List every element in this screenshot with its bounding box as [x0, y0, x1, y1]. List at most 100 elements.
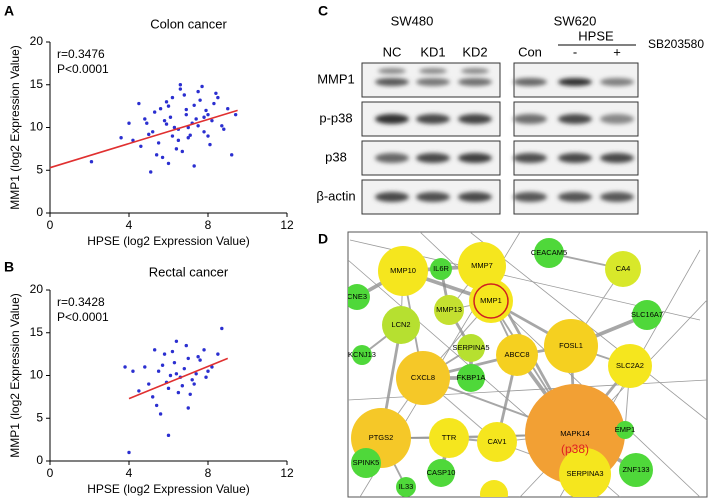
point — [127, 450, 131, 455]
node-label: TTR — [442, 433, 457, 442]
annotation: r=0.3428 — [57, 295, 105, 309]
y-tick-label: 5 — [36, 162, 43, 176]
node — [427, 459, 455, 487]
point — [170, 134, 175, 138]
band — [458, 153, 492, 163]
point — [186, 136, 190, 140]
fit-line — [49, 109, 238, 169]
y-tick-label: 15 — [30, 325, 44, 339]
x-tick-label: 12 — [280, 466, 294, 480]
node — [378, 246, 428, 296]
node — [559, 448, 611, 497]
node-label: SERPINA5 — [452, 343, 489, 352]
row-label: MMP1 — [317, 71, 355, 86]
band — [458, 78, 492, 86]
point — [220, 124, 224, 128]
point — [178, 87, 183, 91]
node-label: SERPINA3 — [566, 469, 603, 478]
point — [123, 365, 127, 369]
x-tick-label: 4 — [126, 218, 133, 232]
band — [416, 192, 450, 202]
point — [162, 352, 167, 356]
point — [160, 363, 165, 367]
node — [348, 284, 370, 310]
node-label: CA4 — [616, 264, 631, 273]
node — [619, 453, 653, 487]
point — [184, 112, 188, 117]
point — [186, 406, 190, 410]
node — [351, 448, 381, 478]
node-label: MMP7 — [471, 261, 493, 270]
node-label: EMP1 — [615, 425, 635, 434]
band — [558, 192, 592, 202]
treatment-label: SB203580 — [648, 37, 704, 51]
point — [156, 369, 161, 373]
band — [558, 78, 592, 86]
point — [131, 369, 135, 373]
point — [206, 134, 210, 138]
x-tick-label: 12 — [280, 218, 294, 232]
y-tick-label: 0 — [36, 205, 43, 219]
node-label: ABCC8 — [504, 350, 529, 359]
band — [416, 78, 450, 86]
point — [170, 349, 175, 354]
point — [151, 395, 155, 399]
point — [166, 433, 171, 438]
lane-label: + — [613, 44, 621, 59]
lane-label: NC — [383, 44, 402, 59]
point — [174, 372, 179, 376]
node-label: CXCL8 — [411, 373, 435, 382]
point — [226, 106, 230, 111]
chart-title: Colon cancer — [150, 16, 227, 31]
band — [513, 114, 547, 124]
point — [131, 138, 135, 143]
x-tick-label: 8 — [205, 466, 212, 480]
node-label: SPINK5 — [353, 458, 380, 467]
point — [208, 142, 212, 147]
annotation: P<0.0001 — [57, 310, 109, 324]
point — [216, 95, 220, 100]
point — [147, 132, 151, 137]
node-label: FOSL1 — [559, 341, 583, 350]
node-label: CAV1 — [487, 437, 506, 446]
node — [632, 300, 662, 330]
node-label: SLC16A7 — [631, 310, 663, 319]
node — [605, 251, 641, 287]
row-label: p-p38 — [319, 110, 352, 125]
point — [212, 101, 216, 106]
point — [216, 352, 220, 356]
annotation: P<0.0001 — [57, 62, 109, 76]
node — [434, 295, 464, 325]
point — [154, 403, 159, 408]
point — [174, 147, 179, 151]
point — [196, 89, 200, 94]
point — [184, 343, 188, 348]
cell-line: SW480 — [391, 13, 434, 28]
point — [200, 84, 204, 89]
node-label: ZNF133 — [622, 465, 649, 474]
point — [206, 112, 210, 117]
point — [233, 112, 238, 117]
point — [180, 149, 185, 154]
node-label: FKBP1A — [457, 373, 486, 382]
band — [375, 153, 409, 163]
point — [196, 354, 200, 359]
point — [194, 117, 198, 121]
panel-label: A — [4, 3, 14, 19]
point — [168, 373, 173, 378]
point — [190, 378, 194, 382]
node — [608, 344, 652, 388]
point — [188, 392, 192, 397]
node-label: IL33 — [399, 482, 414, 491]
panel-label: C — [318, 3, 328, 19]
lane-label: KD1 — [420, 44, 445, 59]
point — [180, 384, 185, 388]
point — [194, 372, 198, 376]
node-label: MMP13 — [436, 305, 462, 314]
point — [202, 115, 206, 119]
node — [616, 421, 634, 439]
band — [558, 114, 592, 124]
point — [89, 160, 94, 164]
band — [378, 68, 406, 74]
